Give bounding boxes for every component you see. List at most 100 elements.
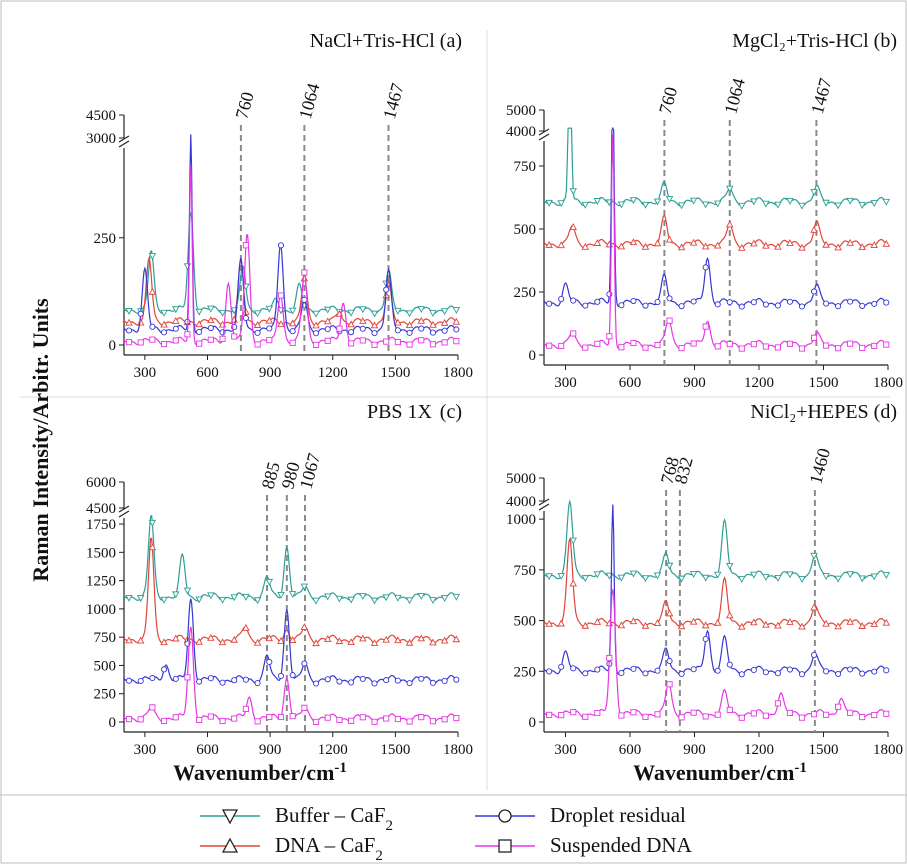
series-marker-suspended xyxy=(558,342,565,350)
series-marker-buffer xyxy=(183,587,192,595)
series-marker-buffer xyxy=(452,307,461,314)
series-marker-buffer xyxy=(125,308,133,315)
series-marker-buffer xyxy=(160,309,168,317)
series-marker-droplet xyxy=(231,677,238,684)
series-marker-droplet xyxy=(441,677,448,684)
series-marker-suspended xyxy=(762,343,769,350)
series-marker-dna xyxy=(207,633,215,641)
series-marker-buffer xyxy=(677,575,686,583)
series-marker-buffer xyxy=(593,571,602,579)
series-marker-buffer xyxy=(242,593,250,601)
series-marker-buffer xyxy=(858,575,866,583)
series-marker-droplet xyxy=(702,264,709,271)
series-marker-droplet xyxy=(254,329,261,336)
x-tick-label: 1500 xyxy=(809,375,839,391)
series-marker-suspended xyxy=(606,333,613,340)
series-marker-buffer xyxy=(822,199,830,207)
series-marker-dna xyxy=(653,619,662,627)
series-marker-suspended xyxy=(666,317,673,324)
series-marker-buffer xyxy=(629,197,638,205)
series-marker-droplet xyxy=(336,678,343,685)
series-marker-buffer xyxy=(440,595,449,603)
series-marker-suspended xyxy=(348,340,355,347)
series-marker-suspended xyxy=(714,343,721,350)
series-marker-dna xyxy=(774,621,782,629)
y-tick-label: 1500 xyxy=(86,545,116,561)
series-marker-suspended xyxy=(654,342,661,349)
series-marker-dna xyxy=(148,287,157,295)
y-tick-label: 1250 xyxy=(86,574,116,590)
series-marker-dna xyxy=(557,619,565,627)
series-marker-dna xyxy=(581,621,590,629)
series-marker-dna xyxy=(689,238,698,246)
series-marker-dna xyxy=(665,609,674,617)
series-marker-buffer xyxy=(641,201,650,209)
series-marker-buffer xyxy=(312,597,320,605)
series-marker-droplet xyxy=(219,679,226,686)
series-marker-buffer xyxy=(713,571,722,579)
series-marker-dna xyxy=(545,619,553,627)
series-marker-dna xyxy=(172,317,180,324)
series-marker-buffer xyxy=(253,597,262,605)
x-tick-label: 1800 xyxy=(873,742,903,758)
series-marker-droplet xyxy=(161,666,168,673)
series-marker-suspended xyxy=(196,340,203,347)
series-marker-dna xyxy=(265,316,274,324)
chart-panels: NaCl+Tris-HCl (a) 300 600 900 1200 1500 1800 0 2… xyxy=(86,30,903,758)
series-marker-buffer xyxy=(786,198,794,205)
series-marker-droplet xyxy=(847,298,854,305)
series-marker-suspended xyxy=(738,345,745,352)
series-marker-dna xyxy=(429,638,437,646)
series-marker-droplet xyxy=(289,672,296,679)
series-line-droplet xyxy=(123,598,459,685)
series-marker-dna xyxy=(569,223,577,230)
series-marker-buffer xyxy=(323,306,332,314)
series-marker-droplet xyxy=(207,675,214,682)
series-marker-buffer xyxy=(738,576,746,584)
series-marker-dna xyxy=(882,239,891,247)
series-marker-droplet xyxy=(242,314,249,322)
chart-panel-b: MgCl₂+Tris-HCl (b) 300 600 900 1200 1500 1800 0… xyxy=(506,30,903,391)
series-marker-suspended xyxy=(630,709,637,716)
x-tick-label: 600 xyxy=(196,742,219,758)
y-tick-label: 500 xyxy=(514,222,537,238)
series-marker-suspended xyxy=(219,717,226,725)
series-marker-dna xyxy=(738,243,746,251)
series-marker-dna xyxy=(277,320,285,328)
series-line-buffer xyxy=(123,212,459,315)
series-marker-suspended xyxy=(630,339,637,347)
series-marker-dna xyxy=(148,543,157,551)
series-marker-dna xyxy=(172,634,180,642)
series-marker-buffer xyxy=(617,201,626,209)
series-marker-buffer xyxy=(858,202,866,210)
series-marker-dna xyxy=(810,225,818,233)
series-marker-dna xyxy=(870,620,878,627)
series-marker-buffer xyxy=(726,185,734,193)
series-marker-buffer xyxy=(429,597,437,604)
series-marker-droplet xyxy=(654,298,661,306)
series-marker-droplet xyxy=(348,329,355,336)
series-marker-droplet xyxy=(371,680,378,687)
y-tick-label: 250 xyxy=(94,687,117,703)
series-marker-suspended xyxy=(798,345,806,352)
series-marker-dna xyxy=(617,621,626,629)
series-marker-buffer xyxy=(265,578,274,586)
series-marker-droplet xyxy=(859,302,866,309)
series-marker-dna xyxy=(370,639,379,646)
series-marker-suspended xyxy=(313,341,320,348)
series-marker-dna xyxy=(440,636,449,644)
series-marker-suspended xyxy=(642,713,649,720)
series-marker-buffer xyxy=(265,305,274,313)
series-marker-suspended xyxy=(418,714,425,721)
x-tick-label: 1200 xyxy=(318,365,348,381)
legend-item-suspended: Suspended DNA xyxy=(475,833,693,857)
series-marker-suspended xyxy=(786,340,794,347)
series-marker-droplet xyxy=(441,327,448,334)
series-marker-buffer xyxy=(218,309,227,317)
series-marker-droplet xyxy=(406,329,413,336)
x-tick-label: 1800 xyxy=(873,375,903,391)
series-marker-suspended xyxy=(429,718,437,725)
series-marker-suspended xyxy=(359,337,366,344)
series-marker-droplet xyxy=(871,668,878,675)
series-marker-suspended xyxy=(774,344,781,351)
